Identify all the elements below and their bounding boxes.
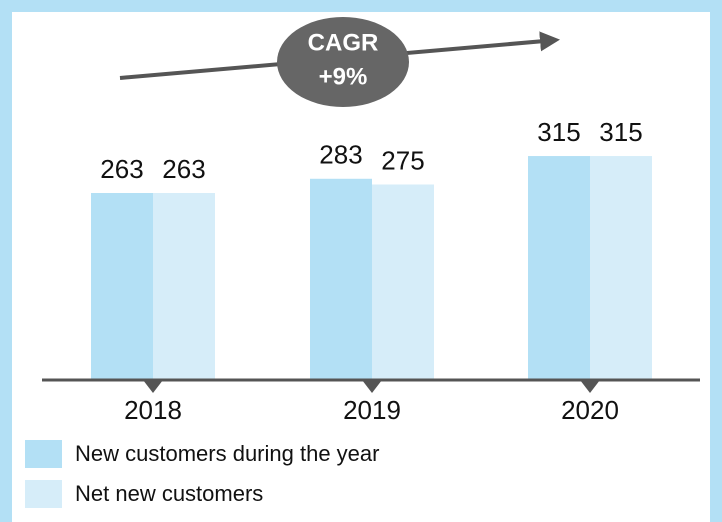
bar: [372, 184, 434, 380]
tick-marker: [143, 380, 163, 393]
tick-marker: [362, 380, 382, 393]
x-tick-label: 2018: [124, 395, 182, 425]
value-label: 283: [319, 140, 362, 170]
annotation: CAGR: [308, 29, 379, 56]
legend-swatch: [25, 440, 62, 468]
bar: [91, 193, 153, 380]
bar: [310, 178, 372, 380]
value-label: 315: [537, 117, 580, 147]
x-tick-label: 2020: [561, 395, 619, 425]
x-tick-label: 2019: [343, 395, 401, 425]
bar: [528, 156, 590, 380]
value-label: 315: [599, 117, 642, 147]
bar: [153, 193, 215, 380]
value-label: 275: [381, 145, 424, 175]
cagr-badge: [277, 17, 409, 107]
value-label: 263: [162, 154, 205, 184]
bar: [590, 156, 652, 380]
annotation: +9%: [319, 63, 368, 90]
value-label: 263: [100, 154, 143, 184]
legend-label: New customers during the year: [75, 441, 379, 466]
legend-label: Net new customers: [75, 481, 263, 506]
legend-swatch: [25, 480, 62, 508]
tick-marker: [580, 380, 600, 393]
